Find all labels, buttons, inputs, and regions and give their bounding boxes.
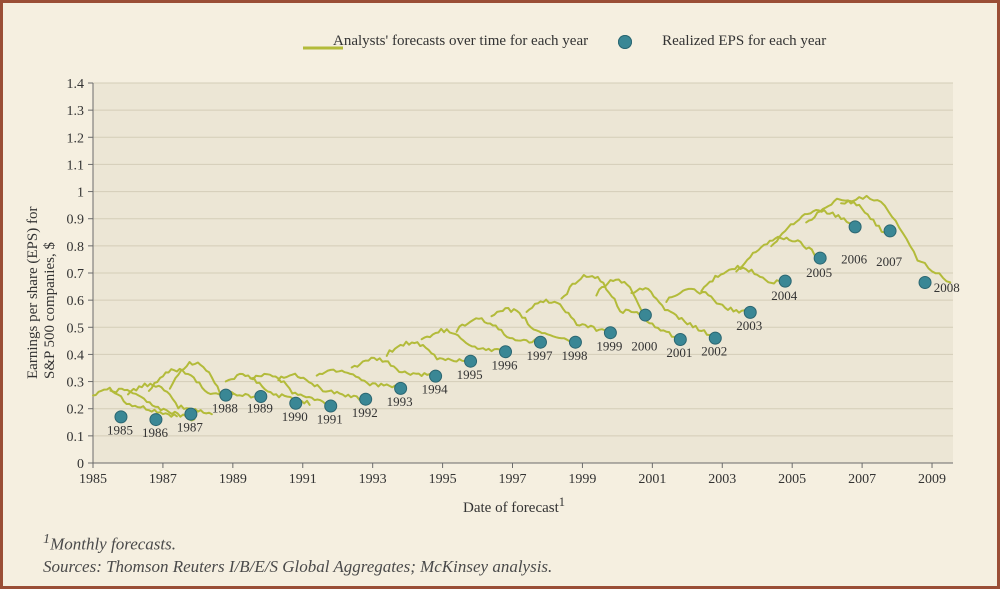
svg-text:2007: 2007 (876, 254, 903, 269)
svg-text:0.3: 0.3 (67, 376, 85, 391)
footnote-1-text: Monthly forecasts. (50, 535, 176, 554)
svg-text:2001: 2001 (638, 472, 666, 487)
x-axis-label-text: Date of forecast (463, 500, 559, 516)
svg-text:1986: 1986 (142, 425, 169, 440)
x-axis-label-super: 1 (559, 495, 565, 509)
svg-text:0.8: 0.8 (67, 240, 85, 255)
chart-frame: Analysts' forecasts over time for each y… (0, 0, 1000, 589)
svg-text:1999: 1999 (568, 472, 596, 487)
svg-text:1989: 1989 (219, 472, 247, 487)
svg-text:2000: 2000 (631, 338, 657, 353)
svg-text:1: 1 (77, 186, 84, 201)
svg-text:2009: 2009 (918, 472, 946, 487)
svg-text:1.2: 1.2 (67, 131, 85, 146)
svg-text:2005: 2005 (806, 265, 832, 280)
svg-text:2008: 2008 (934, 280, 960, 295)
svg-text:2003: 2003 (708, 472, 736, 487)
svg-text:1987: 1987 (149, 472, 177, 487)
svg-text:1985: 1985 (107, 422, 133, 437)
svg-text:0.4: 0.4 (67, 348, 85, 363)
svg-text:1995: 1995 (457, 367, 483, 382)
svg-text:0.6: 0.6 (67, 294, 85, 309)
svg-text:1993: 1993 (359, 472, 387, 487)
svg-text:1994: 1994 (422, 382, 449, 397)
y-axis-label-line1: Earnings per share (EPS) for (25, 207, 42, 379)
svg-text:1995: 1995 (429, 472, 457, 487)
svg-text:1987: 1987 (177, 420, 204, 435)
svg-text:0.9: 0.9 (67, 213, 85, 228)
svg-text:0: 0 (77, 457, 84, 472)
footnote-2: Sources: Thomson Reuters I/B/E/S Global … (43, 557, 552, 577)
svg-text:1996: 1996 (492, 357, 519, 372)
svg-text:1989: 1989 (247, 401, 273, 416)
svg-text:1.4: 1.4 (67, 77, 85, 92)
svg-text:1990: 1990 (282, 409, 308, 424)
svg-text:1998: 1998 (561, 348, 587, 363)
footnote-2-text: Sources: Thomson Reuters I/B/E/S Global … (43, 557, 552, 576)
svg-text:2002: 2002 (701, 344, 727, 359)
svg-text:1991: 1991 (317, 412, 343, 427)
svg-text:2003: 2003 (736, 318, 762, 333)
svg-text:1988: 1988 (212, 401, 238, 416)
svg-text:2001: 2001 (666, 345, 692, 360)
svg-text:0.7: 0.7 (67, 267, 85, 282)
svg-text:0.5: 0.5 (67, 321, 85, 336)
svg-text:0.2: 0.2 (67, 403, 85, 418)
svg-text:2007: 2007 (848, 472, 876, 487)
svg-text:1993: 1993 (387, 394, 413, 409)
svg-text:1999: 1999 (596, 338, 622, 353)
svg-text:1997: 1997 (499, 472, 527, 487)
y-axis-label: Earnings per share (EPS) for S&P 500 com… (25, 207, 59, 379)
svg-text:2004: 2004 (771, 288, 798, 303)
y-axis-label-line2: S&P 500 companies, $ (42, 207, 59, 379)
svg-text:0.1: 0.1 (67, 430, 85, 445)
svg-text:1.1: 1.1 (67, 158, 85, 173)
svg-text:2005: 2005 (778, 472, 806, 487)
svg-text:1992: 1992 (352, 405, 378, 420)
svg-text:1985: 1985 (79, 472, 107, 487)
svg-text:1991: 1991 (289, 472, 317, 487)
x-axis-label: Date of forecast1 (463, 495, 565, 517)
svg-text:2006: 2006 (841, 251, 868, 266)
svg-text:1.3: 1.3 (67, 104, 85, 119)
footnote-1: 1Monthly forecasts. (43, 531, 176, 555)
svg-text:1997: 1997 (526, 348, 553, 363)
